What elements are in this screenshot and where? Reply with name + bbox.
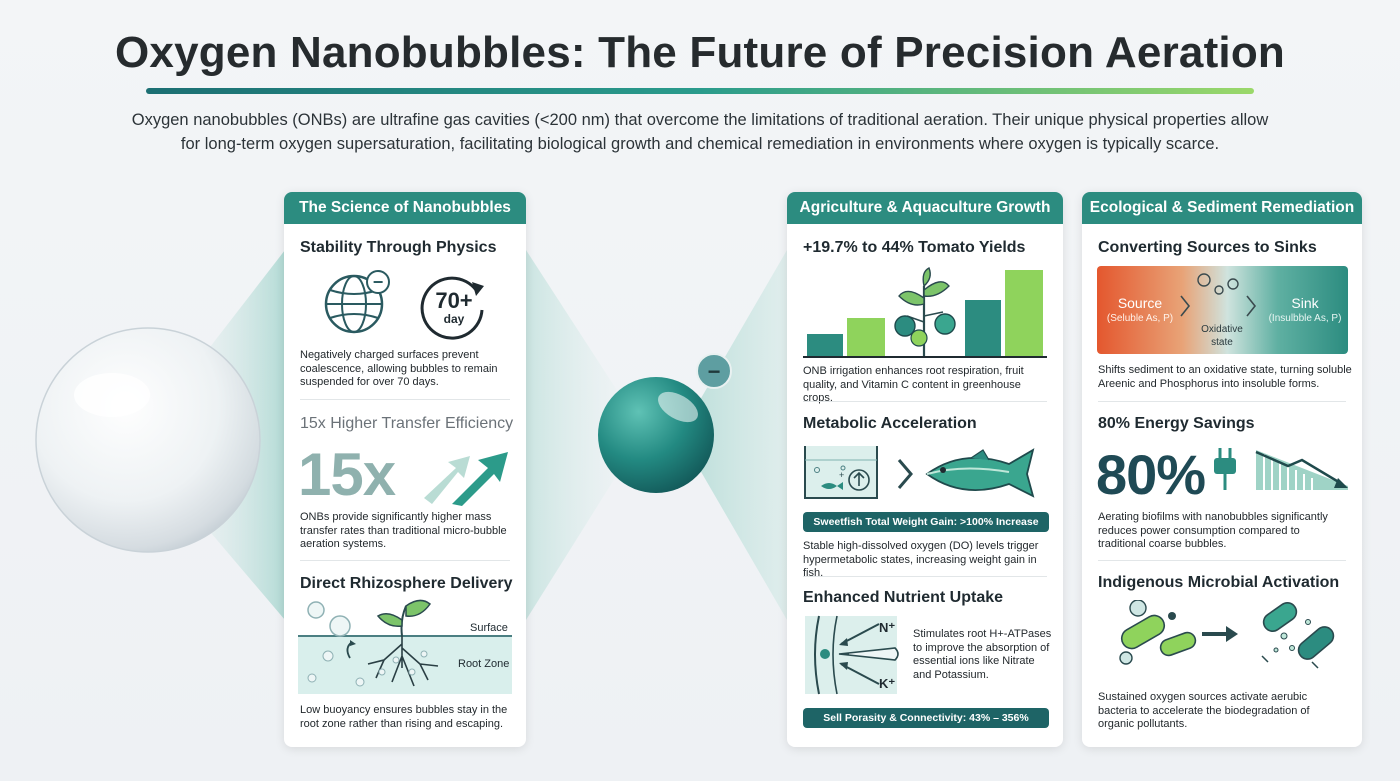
oxidative-state-label: Oxidative state	[1201, 324, 1243, 348]
bubble-charge-sign: −	[707, 359, 721, 384]
upward-arrows-icon	[424, 452, 508, 506]
bacteria-activation-illustration	[1119, 600, 1335, 669]
microbial-text: Sustained oxygen sources activate aerubi…	[1098, 691, 1310, 730]
fish-growth-illustration: +	[804, 446, 1035, 499]
sink-label: Sink	[1291, 295, 1319, 311]
rhizosphere-text: Low buoyancy ensures bubbles stay in the…	[300, 704, 508, 730]
microbial-title: Indigenous Microbial Activation	[1098, 574, 1340, 591]
root-cell-illustration	[805, 615, 899, 695]
science-card-header: The Science of Nanobubbles	[284, 192, 526, 224]
svg-text:+: +	[839, 470, 844, 480]
sweetfish-weight-pill: Sweetfish Total Weight Gain: >100% Incre…	[803, 512, 1049, 532]
divider	[300, 560, 510, 561]
transition-arrows-icon	[1180, 273, 1257, 317]
agri-card: Agriculture & Aquaculture Growth +19.7% …	[787, 192, 1063, 747]
tomato-text: ONB irrigation enhances root respiration…	[803, 365, 1024, 404]
source-sublabel: (Seluble As, P)	[1106, 313, 1174, 324]
energy-text: Aerating biofilms with nanobubbles signi…	[1098, 511, 1328, 550]
transfer-big-number: 15x	[298, 441, 396, 508]
eco-card-header: Ecological & Sediment Remediation	[1082, 192, 1362, 224]
days-value: 70+	[435, 288, 473, 313]
science-card: The Science of Nanobubbles Stability Thr…	[284, 192, 526, 747]
page-title: Oxygen Nanobubbles: The Future of Precis…	[114, 28, 1286, 77]
divider	[300, 399, 510, 400]
sinks-text: Shifts sediment to an oxidative state, t…	[1098, 364, 1352, 390]
source-label: Source	[1117, 295, 1163, 311]
intro-paragraph: Oxygen nanobubbles (ONBs) are ultrafine …	[131, 111, 1269, 153]
transfer-text: ONBs provide significantly higher mass t…	[300, 511, 507, 550]
nutrient-text: Stimulates root H+-ATPases to improve th…	[913, 628, 1052, 681]
source-sink-banner	[1097, 266, 1348, 354]
divider	[1098, 401, 1346, 402]
metabolic-title: Metabolic Acceleration	[803, 415, 977, 432]
globe-charge-sign: −	[372, 272, 384, 292]
timer-icon	[420, 276, 484, 340]
divider	[1098, 560, 1346, 561]
stability-text: Negatively charged surfaces prevent coal…	[300, 349, 498, 388]
potassium-ion-label: K⁺	[879, 676, 896, 691]
transfer-title: 15x Higher Transfer Efficiency	[300, 415, 514, 432]
days-unit: day	[443, 312, 465, 326]
nitrate-ion-label: N⁺	[879, 620, 896, 635]
energy-big-number: 80%	[1096, 443, 1206, 506]
root-zone-illustration	[298, 599, 512, 694]
metabolic-text: Stable high-dissolved oxygen (DO) levels…	[803, 540, 1039, 579]
eco-card: Ecological & Sediment Remediation Conver…	[1082, 192, 1362, 747]
divider	[803, 576, 1047, 577]
title-underline	[146, 88, 1254, 94]
root-zone-label: Root Zone	[458, 658, 510, 670]
stability-title: Stability Through Physics	[300, 239, 497, 256]
rhizosphere-title: Direct Rhizosphere Delivery	[300, 575, 513, 592]
nutrient-title: Enhanced Nutrient Uptake	[803, 589, 1004, 606]
sink-sublabel: (Insulbble As, P)	[1268, 313, 1342, 324]
power-savings-icon	[1214, 448, 1348, 490]
tomato-title: +19.7% to 44% Tomato Yields	[803, 239, 1026, 256]
sinks-title: Converting Sources to Sinks	[1098, 239, 1317, 256]
globe-icon	[324, 270, 390, 334]
soil-porosity-pill: Sell Porasity & Connectivity: 43% – 356%…	[803, 708, 1049, 744]
agri-card-header: Agriculture & Aquaculture Growth	[787, 192, 1063, 224]
surface-label: Surface	[470, 622, 508, 634]
divider	[803, 401, 1047, 402]
yield-bar-chart	[803, 267, 1047, 358]
energy-title: 80% Energy Savings	[1098, 415, 1255, 432]
